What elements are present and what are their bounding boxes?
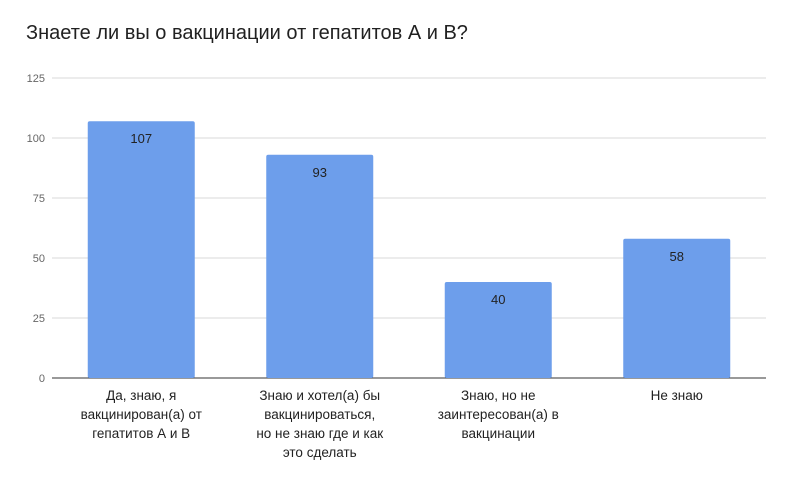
- x-category-label: Не знаю: [651, 388, 703, 403]
- data-label: 40: [491, 292, 505, 307]
- x-category-label: вакцинации: [462, 426, 536, 441]
- label-layer: 0 25 50 75 100 125 107 Да, знаю, я вакцинирован(…: [27, 73, 703, 460]
- bar-layer: [87, 121, 731, 378]
- y-tick-label: 25: [33, 313, 45, 325]
- x-category-label: Знаю, но не: [461, 388, 535, 403]
- y-tick-label: 100: [27, 133, 45, 145]
- x-category-label: заинтересован(а) в: [438, 407, 559, 422]
- chart-title: Знаете ли вы о вакцинации от гепатитов А…: [26, 22, 468, 44]
- x-category-label: вакцинирован(а) от: [81, 407, 202, 422]
- y-tick-label: 0: [39, 373, 45, 385]
- bar: [444, 282, 552, 378]
- bar: [623, 238, 731, 378]
- data-label: 93: [313, 165, 327, 180]
- data-label: 58: [670, 249, 684, 264]
- bar: [266, 154, 374, 378]
- x-category-label: Да, знаю, я: [106, 388, 176, 403]
- y-tick-label: 125: [27, 73, 45, 85]
- x-category-label: Знаю и хотел(а) бы: [259, 388, 380, 403]
- bar: [87, 121, 195, 378]
- x-category-label: это сделать: [283, 445, 357, 460]
- x-category-label: вакцинироваться,: [264, 407, 375, 422]
- x-category-label: гепатитов А и В: [92, 426, 190, 441]
- y-tick-label: 75: [33, 193, 45, 205]
- y-tick-label: 50: [33, 253, 45, 265]
- x-category-label: но не знаю где и как: [256, 426, 383, 441]
- data-label: 107: [130, 131, 152, 146]
